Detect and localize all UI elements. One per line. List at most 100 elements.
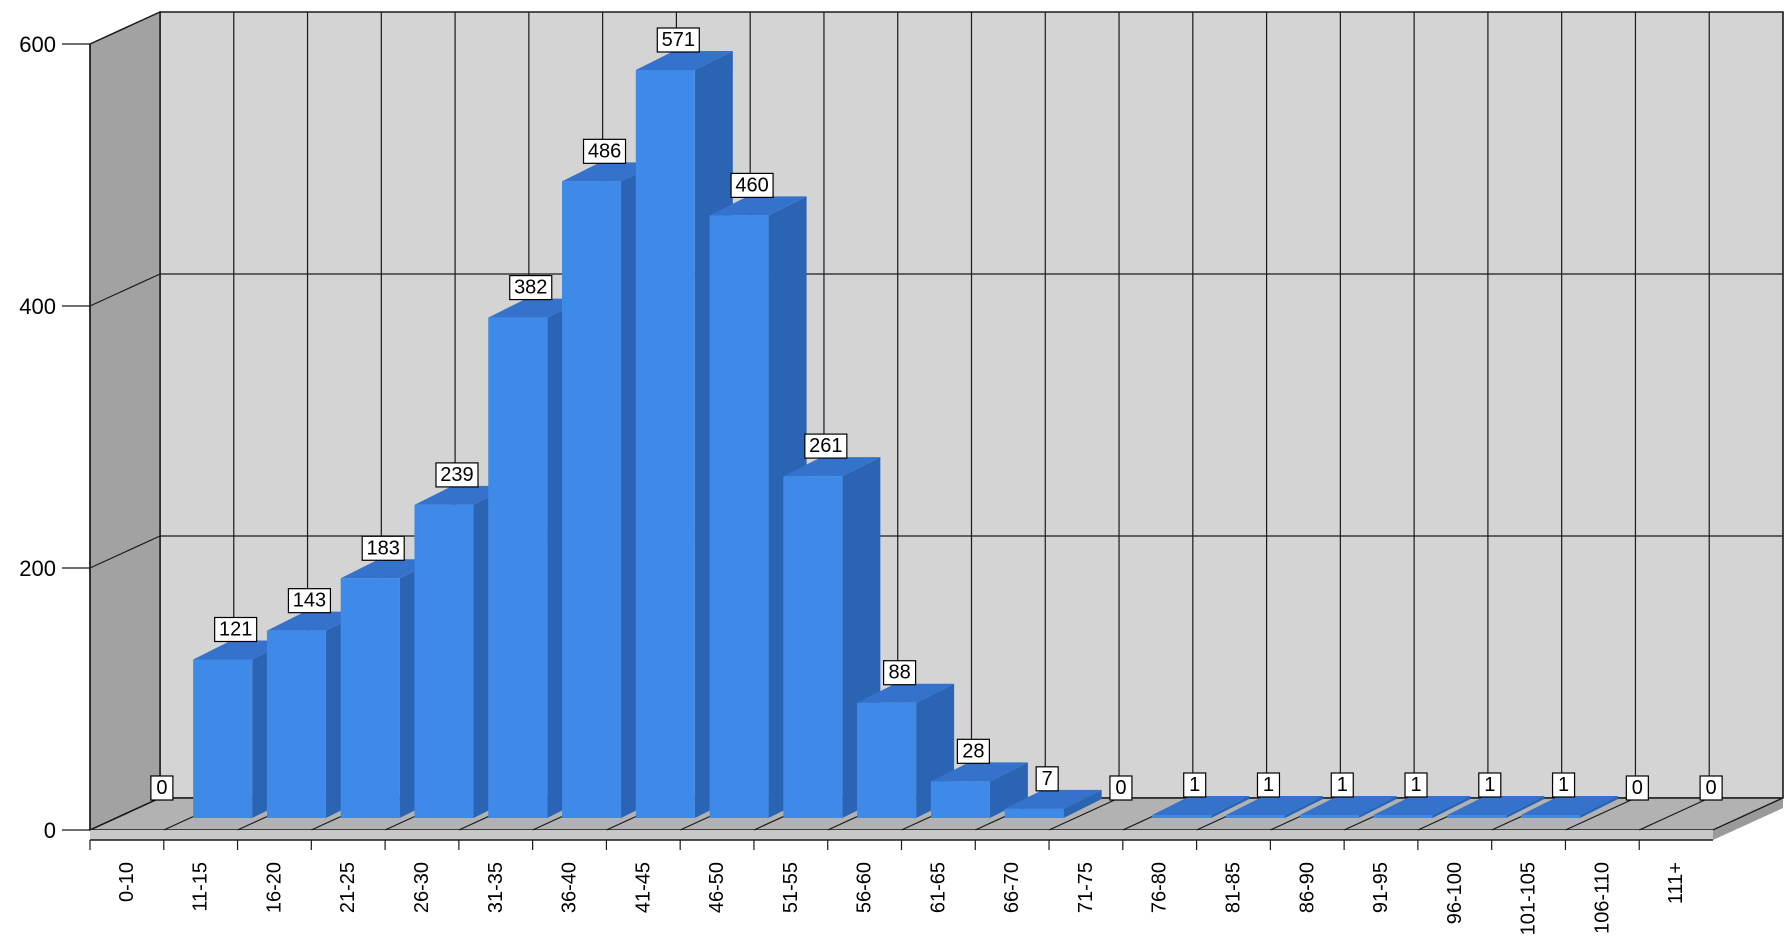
data-label: 0 xyxy=(1115,777,1126,799)
data-label: 7 xyxy=(1042,768,1053,790)
bar xyxy=(1521,815,1581,818)
y-tick-label: 400 xyxy=(19,294,56,319)
x-tick-label: 51-55 xyxy=(780,862,802,913)
x-tick-label: 101-105 xyxy=(1518,862,1540,935)
bar-top xyxy=(857,683,955,703)
data-label: 121 xyxy=(219,618,252,640)
x-tick-label: 11-15 xyxy=(190,862,212,912)
data-label-box xyxy=(1256,772,1281,798)
y-tick-label: 600 xyxy=(19,32,56,57)
data-label-box xyxy=(214,616,258,643)
floor-right-edge xyxy=(1713,798,1783,840)
data-labels: 0 121 143 183 239 382 486 571 460 261 88 28 7 0 1 1 1 1 1 1… xyxy=(150,27,1723,801)
data-label-box xyxy=(656,27,700,53)
floor-gridline xyxy=(1048,797,1120,831)
data-label: 183 xyxy=(367,537,400,559)
bar xyxy=(1299,815,1359,818)
x-tick-label: 86-90 xyxy=(1296,862,1318,913)
bar xyxy=(266,630,326,818)
data-label-box xyxy=(730,172,774,198)
data-label: 1 xyxy=(1410,774,1421,796)
bar xyxy=(193,659,253,818)
data-label-box xyxy=(804,433,848,459)
bar-side xyxy=(1211,796,1250,818)
data-label: 571 xyxy=(662,29,695,51)
data-label-box xyxy=(509,274,553,301)
y-tick-label: 0 xyxy=(44,818,56,843)
data-label: 382 xyxy=(514,277,547,299)
bar xyxy=(488,317,548,818)
floor-gridline xyxy=(1638,797,1710,831)
bar xyxy=(562,181,622,819)
bar xyxy=(340,578,400,818)
data-label-box xyxy=(1625,775,1649,801)
data-label: 239 xyxy=(440,464,473,486)
data-label-box xyxy=(150,775,174,801)
data-label: 28 xyxy=(962,740,984,762)
bar xyxy=(1225,815,1285,818)
data-label-box xyxy=(582,138,627,164)
x-tick-label: 36-40 xyxy=(559,862,581,913)
bar-top xyxy=(1373,796,1471,815)
data-label: 1 xyxy=(1558,774,1569,796)
data-label-box xyxy=(956,738,990,764)
data-label-box xyxy=(287,588,332,614)
x-axis: 0-10 11-15 16-20 21-25 26-30 31-35 36-40 41-45 4… xyxy=(89,839,1713,935)
data-label-box xyxy=(361,535,405,561)
data-label: 486 xyxy=(588,140,621,162)
data-label-box xyxy=(1551,772,1576,798)
x-tick-label: 111+ xyxy=(1665,862,1687,904)
bar-top xyxy=(1447,796,1545,815)
x-tick-label: 71-75 xyxy=(1075,862,1097,913)
x-tick-label: 106-110 xyxy=(1591,862,1613,934)
bar xyxy=(414,504,474,818)
x-tick-label: 26-30 xyxy=(411,862,433,913)
x-tick-label: 31-35 xyxy=(485,862,507,913)
x-tick-label: 0-10 xyxy=(116,862,138,902)
bar xyxy=(1152,815,1212,818)
bar-top xyxy=(1004,789,1102,809)
bar xyxy=(930,781,990,818)
bar-top xyxy=(414,485,512,505)
data-label: 88 xyxy=(888,662,910,684)
bar-top xyxy=(635,50,733,70)
bar xyxy=(857,702,917,818)
floor-gridline xyxy=(1712,797,1784,831)
bar-side xyxy=(989,762,1028,818)
bar-side xyxy=(1358,796,1397,818)
data-label: 1 xyxy=(1484,774,1495,796)
data-label: 261 xyxy=(809,435,842,457)
bar-side xyxy=(1580,796,1619,818)
x-tick-label: 81-85 xyxy=(1222,862,1244,913)
y-axis: 0 200 400 600 xyxy=(19,32,91,843)
data-label: 1 xyxy=(1337,774,1348,796)
floor-gridline xyxy=(89,797,161,831)
bar-top xyxy=(1299,796,1397,815)
x-tick-label: 46-50 xyxy=(706,862,728,913)
bar-top xyxy=(783,457,881,477)
data-label-box xyxy=(1478,772,1502,798)
bar-top xyxy=(562,162,660,182)
data-label: 460 xyxy=(735,174,768,196)
x-tick-label: 76-80 xyxy=(1149,862,1171,913)
data-label: 1 xyxy=(1189,774,1200,796)
bar xyxy=(709,215,769,818)
floor-gridline xyxy=(1565,797,1636,831)
bar-side xyxy=(1284,796,1323,818)
data-label-box xyxy=(1183,772,1207,798)
bar-top xyxy=(340,559,438,579)
data-label-box xyxy=(1330,772,1354,798)
bar-side xyxy=(1432,796,1471,818)
bar xyxy=(1447,815,1507,818)
bar xyxy=(635,69,695,819)
data-label: 0 xyxy=(1632,777,1643,799)
data-label-box xyxy=(1404,772,1428,798)
side-wall xyxy=(89,10,161,832)
bar xyxy=(1004,808,1064,818)
data-label: 143 xyxy=(293,590,326,612)
bar-top xyxy=(193,640,291,660)
bar-top xyxy=(1152,796,1250,815)
data-label-box xyxy=(1035,766,1059,792)
bar-side xyxy=(1506,796,1545,818)
